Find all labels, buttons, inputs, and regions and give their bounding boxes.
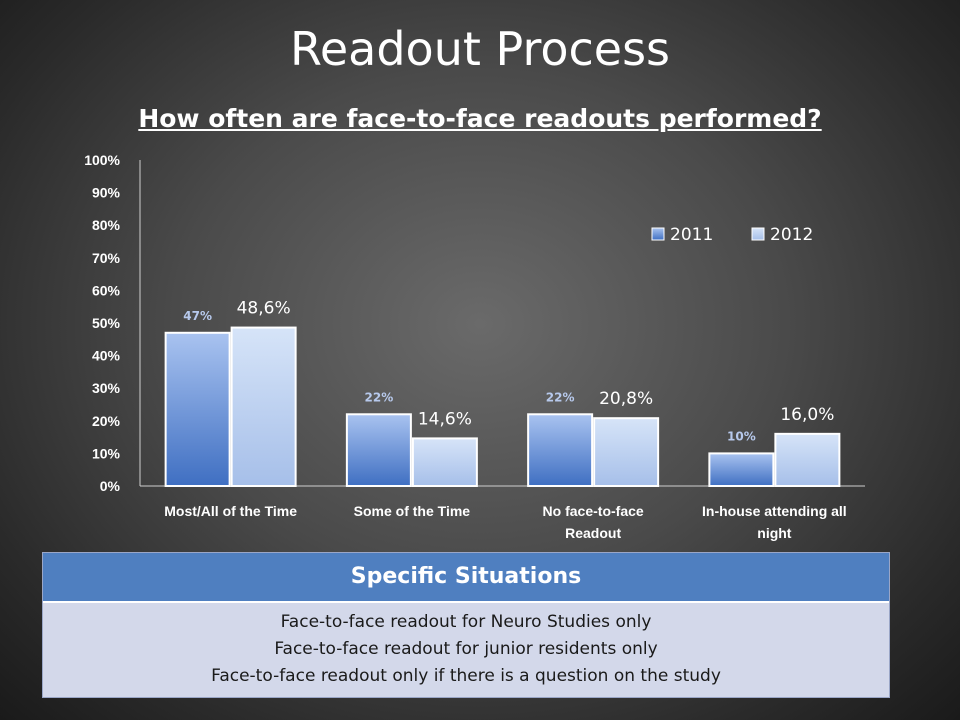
y-tick-label: 20% [92, 413, 121, 429]
x-category-label: Most/All of the Time [164, 503, 297, 519]
bar-2011-2 [527, 413, 594, 487]
situation-row: Face-to-face readout only if there is a … [211, 666, 721, 686]
data-label-2012-1: 14,6% [418, 409, 472, 429]
y-tick-label: 30% [92, 380, 121, 396]
situation-row: Face-to-face readout for Neuro Studies o… [280, 612, 652, 632]
x-category-label: Some of the Time [354, 503, 471, 519]
situations-body: Face-to-face readout for Neuro Studies o… [43, 603, 889, 690]
data-label-2012-3: 16,0% [780, 405, 834, 425]
y-tick-label: 90% [92, 185, 121, 201]
bar-2012-2 [593, 417, 660, 487]
slide-title: Readout Process [289, 22, 671, 76]
situations-header: Specific Situations [43, 553, 889, 603]
chart-title: How often are face-to-face readouts perf… [138, 104, 822, 133]
y-tick-label: 70% [92, 250, 121, 266]
specific-situations-table: Specific Situations Face-to-face readout… [42, 552, 890, 698]
data-label-2011-1: 22% [365, 390, 394, 404]
data-label-2011-2: 22% [546, 390, 575, 404]
y-tick-label: 0% [100, 478, 121, 494]
legend: 2011 2012 [651, 225, 813, 245]
y-axis-ticks: 0% 10% 20% 30% 40% 50% 60% 70% 80% 90% 100% [84, 152, 120, 494]
situation-row: Face-to-face readout for junior resident… [274, 639, 658, 659]
bar-2012-1 [411, 437, 478, 487]
legend-swatch-2011 [651, 227, 665, 241]
data-label-2012-2: 20,8% [599, 389, 653, 409]
x-category-label: In-house attending all [702, 503, 847, 519]
bars [164, 326, 841, 487]
y-tick-label: 100% [84, 152, 120, 168]
y-tick-label: 60% [92, 282, 121, 298]
x-axis-categories: Most/All of the Time Some of the Time No f… [164, 503, 846, 541]
bar-chart: 0% 10% 20% 30% 40% 50% 60% 70% 80% 90% 100% 47% 48,… [84, 152, 865, 541]
bar-2012-0 [230, 326, 297, 487]
bar-2011-0 [164, 331, 231, 487]
x-category-label: Readout [565, 525, 621, 541]
y-tick-label: 50% [92, 315, 121, 331]
y-tick-label: 40% [92, 348, 121, 364]
bar-2012-3 [774, 432, 841, 487]
x-category-label: No face-to-face [543, 503, 644, 519]
bar-2011-3 [708, 452, 775, 487]
y-tick-label: 10% [92, 445, 121, 461]
legend-swatch-2012 [751, 227, 765, 241]
data-label-2012-0: 48,6% [237, 299, 291, 319]
x-category-label: night [757, 525, 792, 541]
legend-label-2012: 2012 [770, 225, 813, 245]
legend-label-2011: 2011 [670, 225, 713, 245]
data-label-2011-0: 47% [183, 309, 212, 323]
bar-2011-1 [345, 413, 412, 487]
y-tick-label: 80% [92, 217, 121, 233]
data-label-2011-3: 10% [727, 429, 756, 443]
bar-labels: 47% 48,6% 22% 14,6% 22% 20,8% 10% 16,0% [183, 299, 834, 444]
